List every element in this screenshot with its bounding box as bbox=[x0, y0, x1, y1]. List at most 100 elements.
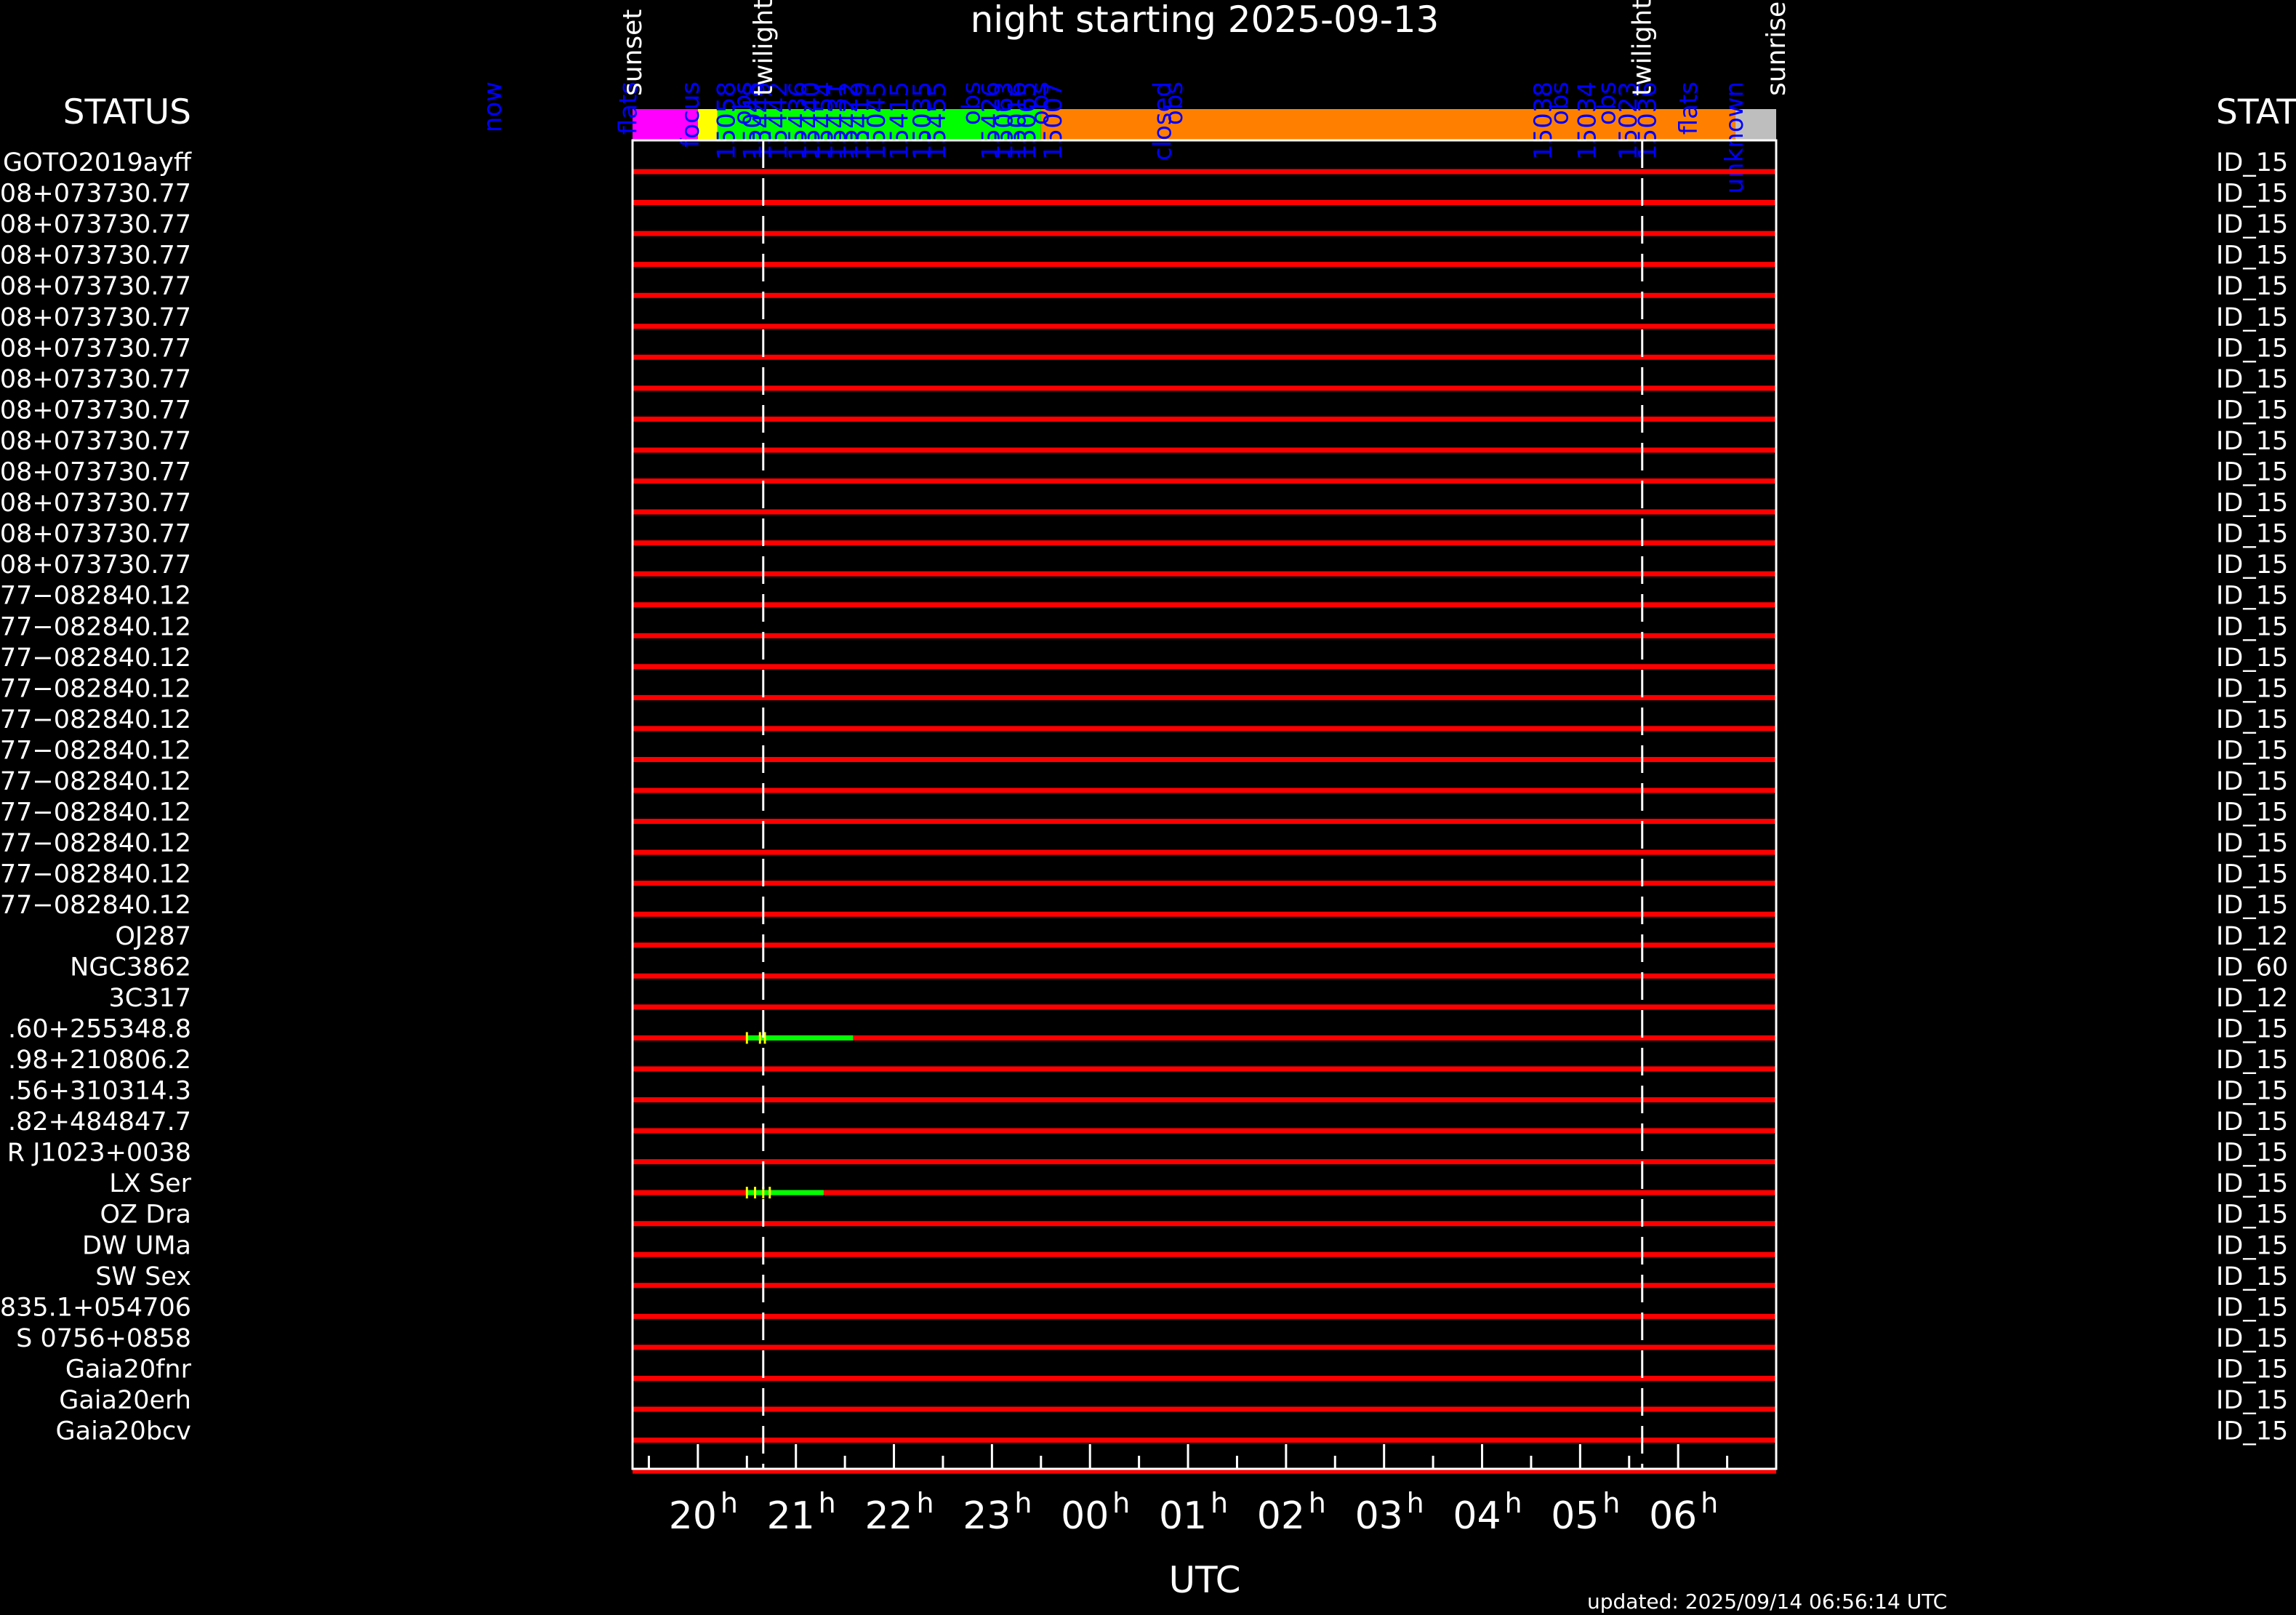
row-status-37: ID_15 bbox=[2216, 1293, 2288, 1322]
row-target-17: 77−082840.12 bbox=[0, 674, 191, 703]
row-status-34: ID_15 bbox=[2216, 1201, 2288, 1230]
row-target-9: 08+073730.77 bbox=[0, 427, 191, 456]
row-status-6: ID_15 bbox=[2216, 334, 2288, 363]
sky-event-1: twilight bbox=[749, 0, 779, 96]
status-label-17: 15455 bbox=[923, 81, 952, 160]
row-target-15: 77−082840.12 bbox=[0, 612, 191, 641]
x-tick-label-10: 06 bbox=[1649, 1494, 1697, 1538]
row-status-3: ID_15 bbox=[2216, 241, 2288, 270]
row-status-41: ID_15 bbox=[2216, 1417, 2288, 1446]
dashed-twilight-lines bbox=[762, 140, 1644, 1469]
status-label-21: 15016 bbox=[1003, 81, 1032, 160]
status-label-18: obs bbox=[957, 81, 986, 125]
status-label-3: 15058 bbox=[712, 81, 741, 160]
status-label-22: 15065 bbox=[1013, 81, 1042, 160]
row-target-22: 77−082840.12 bbox=[0, 829, 191, 858]
row-status-23: ID_15 bbox=[2216, 860, 2288, 889]
row-status-10: ID_15 bbox=[2216, 458, 2288, 487]
x-tick-suffix-10: h bbox=[1701, 1487, 1718, 1519]
row-target-41: Gaia20bcv bbox=[56, 1417, 191, 1446]
row-target-30: .56+310314.3 bbox=[8, 1077, 191, 1106]
row-status-11: ID_15 bbox=[2216, 489, 2288, 518]
status-label-30: obs bbox=[1593, 81, 1622, 125]
status-label-16: 15035 bbox=[908, 81, 937, 160]
status-label-0: now bbox=[478, 81, 507, 132]
row-status-9: ID_15 bbox=[2216, 427, 2288, 456]
row-status-19: ID_15 bbox=[2216, 736, 2288, 765]
status-label-32: 15036 bbox=[1634, 81, 1663, 160]
row-target-29: .98+210806.2 bbox=[8, 1046, 191, 1075]
row-target-2: 08+073730.77 bbox=[0, 210, 191, 239]
x-tick-label-2: 22 bbox=[864, 1494, 912, 1538]
row-target-37: 835.1+054706 bbox=[0, 1293, 191, 1322]
status-segment-0 bbox=[633, 109, 698, 140]
x-tick-suffix-8: h bbox=[1504, 1487, 1522, 1519]
status-label-34: unknown bbox=[1720, 81, 1749, 194]
status-label-9: 15440 bbox=[797, 81, 826, 160]
status-label-19: 15426 bbox=[976, 81, 1005, 160]
row-target-14: 77−082840.12 bbox=[0, 582, 191, 611]
row-status-5: ID_15 bbox=[2216, 303, 2288, 332]
row-target-21: 77−082840.12 bbox=[0, 798, 191, 827]
row-status-14: ID_15 bbox=[2216, 582, 2288, 611]
plot-frame bbox=[631, 139, 1778, 1470]
row-status-4: ID_15 bbox=[2216, 272, 2288, 301]
x-tick-suffix-5: h bbox=[1211, 1487, 1228, 1519]
row-status-15: ID_15 bbox=[2216, 612, 2288, 641]
x-tick-label-3: 23 bbox=[963, 1494, 1011, 1538]
row-target-32: R J1023+0038 bbox=[7, 1139, 191, 1168]
status-label-26: obs bbox=[1160, 81, 1189, 125]
status-label-11: 15431 bbox=[823, 81, 852, 160]
updated-timestamp: updated: 2025/09/14 06:56:14 UTC bbox=[1587, 1590, 1947, 1614]
status-label-1: flats bbox=[614, 81, 643, 135]
row-status-2: ID_15 bbox=[2216, 210, 2288, 239]
x-tick-label-5: 01 bbox=[1159, 1494, 1207, 1538]
row-status-30: ID_15 bbox=[2216, 1077, 2288, 1106]
row-target-28: .60+255348.8 bbox=[8, 1014, 191, 1043]
row-target-7: 08+073730.77 bbox=[0, 365, 191, 394]
row-target-12: 08+073730.77 bbox=[0, 520, 191, 549]
row-target-20: 77−082840.12 bbox=[0, 767, 191, 796]
x-tick-label-4: 00 bbox=[1061, 1494, 1109, 1538]
status-label-33: flats bbox=[1674, 81, 1703, 135]
status-segment-5 bbox=[1735, 109, 1776, 140]
status-label-14: 15045 bbox=[862, 81, 891, 160]
row-target-16: 77−082840.12 bbox=[0, 644, 191, 673]
status-label-10: 15454 bbox=[810, 81, 839, 160]
sky-events: sunset twilight twilight sunrise bbox=[618, 0, 1791, 96]
status-label-8: 15436 bbox=[784, 81, 813, 160]
row-status-38: ID_15 bbox=[2216, 1324, 2288, 1353]
sky-event-2: twilight bbox=[1628, 0, 1658, 96]
row-target-34: OZ Dra bbox=[100, 1201, 191, 1230]
x-tick-label-8: 04 bbox=[1453, 1494, 1501, 1538]
row-status-12: ID_15 bbox=[2216, 520, 2288, 549]
sky-event-3: sunrise bbox=[1762, 1, 1791, 96]
row-status-24: ID_15 bbox=[2216, 891, 2288, 920]
status-segment-2 bbox=[717, 109, 763, 140]
status-label-24: 15007 bbox=[1039, 81, 1068, 160]
status-bar bbox=[633, 109, 1776, 140]
row-status-18: ID_15 bbox=[2216, 705, 2288, 734]
row-status-36: ID_15 bbox=[2216, 1262, 2288, 1291]
row-target-36: SW Sex bbox=[95, 1262, 191, 1291]
status-label-13: 15419 bbox=[846, 81, 875, 160]
sky-event-0: sunset bbox=[618, 9, 648, 96]
x-tick-suffix-9: h bbox=[1602, 1487, 1620, 1519]
status-label-15: 15415 bbox=[886, 81, 915, 160]
x-tick-suffix-3: h bbox=[1014, 1487, 1032, 1519]
x-tick-label-6: 02 bbox=[1257, 1494, 1305, 1538]
row-target-8: 08+073730.77 bbox=[0, 396, 191, 425]
status-label-25: closed bbox=[1148, 81, 1177, 161]
row-status-16: ID_15 bbox=[2216, 644, 2288, 673]
status-segment-3 bbox=[763, 109, 1041, 140]
row-target-5: 08+073730.77 bbox=[0, 303, 191, 332]
status-label-23: obs bbox=[1026, 81, 1055, 125]
row-target-38: S 0756+0858 bbox=[16, 1324, 191, 1353]
row-status-29: ID_15 bbox=[2216, 1046, 2288, 1075]
row-target-27: 3C317 bbox=[108, 984, 191, 1013]
row-status-17: ID_15 bbox=[2216, 674, 2288, 703]
x-tick-suffix-1: h bbox=[819, 1487, 836, 1519]
x-tick-suffix-4: h bbox=[1112, 1487, 1130, 1519]
row-status-0: ID_15 bbox=[2216, 148, 2288, 177]
row-target-35: DW UMa bbox=[82, 1231, 191, 1260]
